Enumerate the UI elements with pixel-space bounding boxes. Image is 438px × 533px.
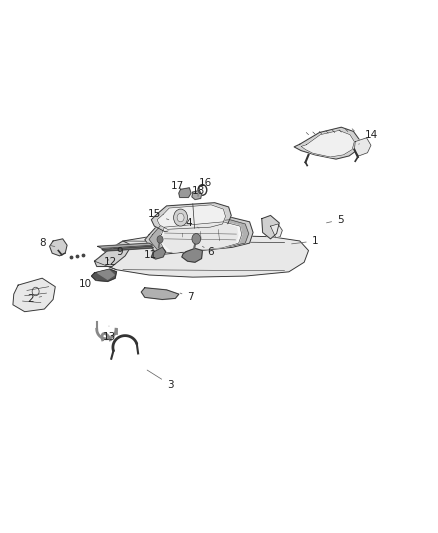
Polygon shape bbox=[13, 278, 55, 312]
Polygon shape bbox=[179, 188, 191, 197]
Text: 14: 14 bbox=[359, 130, 378, 144]
Polygon shape bbox=[149, 220, 249, 253]
Polygon shape bbox=[151, 203, 231, 231]
Circle shape bbox=[157, 236, 163, 243]
Text: 17: 17 bbox=[171, 181, 184, 191]
Text: 11: 11 bbox=[143, 250, 157, 260]
Text: 18: 18 bbox=[191, 186, 205, 196]
Polygon shape bbox=[157, 205, 226, 229]
Text: 5: 5 bbox=[326, 215, 344, 225]
Polygon shape bbox=[145, 217, 253, 255]
Polygon shape bbox=[98, 243, 152, 248]
Circle shape bbox=[177, 213, 184, 222]
Polygon shape bbox=[161, 223, 238, 252]
Text: 1: 1 bbox=[292, 236, 318, 246]
Text: 8: 8 bbox=[39, 238, 55, 248]
Polygon shape bbox=[49, 239, 67, 256]
Text: 15: 15 bbox=[148, 209, 169, 220]
Text: 3: 3 bbox=[147, 370, 173, 390]
Polygon shape bbox=[262, 215, 279, 239]
Polygon shape bbox=[301, 131, 354, 157]
Text: 6: 6 bbox=[202, 246, 214, 256]
Polygon shape bbox=[95, 241, 132, 266]
Circle shape bbox=[173, 209, 187, 226]
Text: 12: 12 bbox=[104, 257, 117, 267]
Polygon shape bbox=[95, 236, 308, 277]
Polygon shape bbox=[141, 288, 179, 300]
Text: 7: 7 bbox=[180, 292, 194, 302]
Polygon shape bbox=[158, 222, 242, 253]
Text: 13: 13 bbox=[102, 326, 116, 342]
Text: 10: 10 bbox=[79, 279, 98, 288]
Polygon shape bbox=[354, 138, 371, 156]
Text: 2: 2 bbox=[27, 294, 42, 304]
Text: 16: 16 bbox=[198, 177, 212, 188]
Text: 4: 4 bbox=[185, 218, 199, 228]
Polygon shape bbox=[98, 270, 114, 279]
Polygon shape bbox=[92, 269, 117, 281]
Text: 9: 9 bbox=[112, 247, 123, 256]
Polygon shape bbox=[151, 247, 166, 259]
Circle shape bbox=[192, 233, 201, 244]
Polygon shape bbox=[271, 224, 283, 238]
Polygon shape bbox=[182, 248, 202, 262]
Polygon shape bbox=[192, 190, 201, 199]
Polygon shape bbox=[102, 246, 153, 251]
Polygon shape bbox=[294, 127, 360, 159]
